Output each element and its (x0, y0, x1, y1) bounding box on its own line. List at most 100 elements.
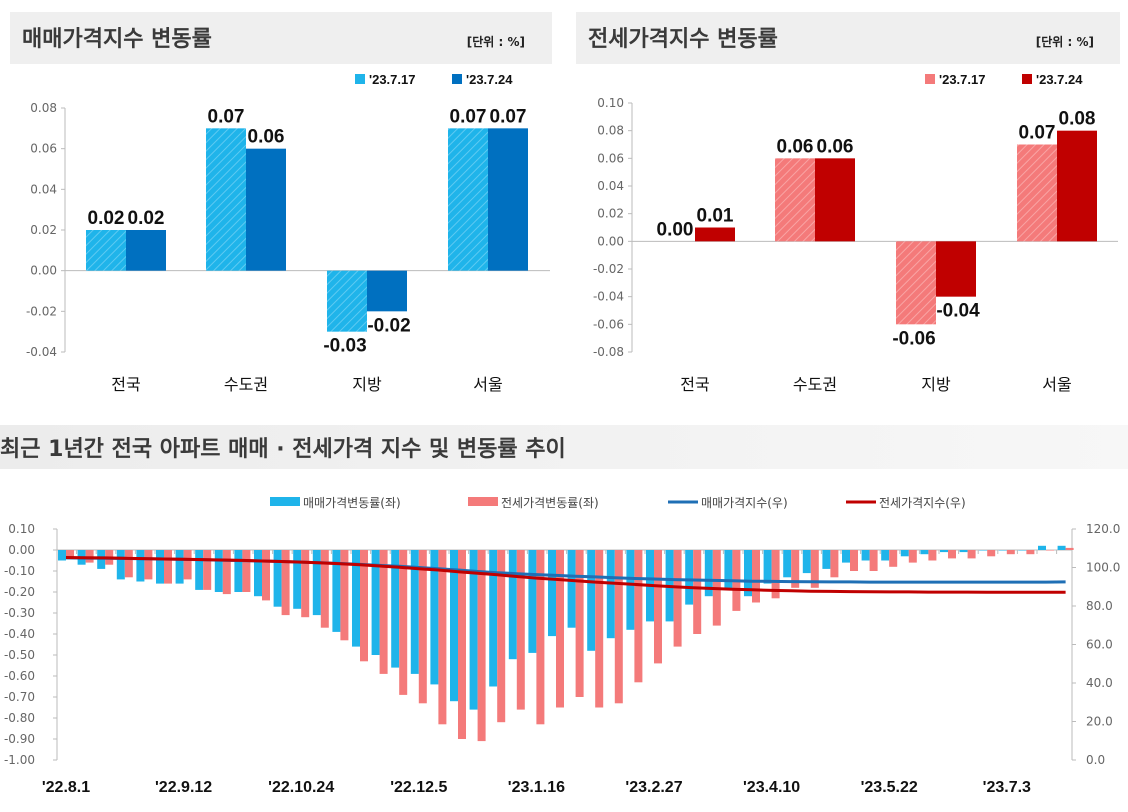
yearly-trend-chart: 최근 1년간 전국 아파트 매매 · 전세가격 지수 및 변동률 추이 0.10… (0, 425, 1128, 796)
bar (567, 550, 576, 628)
bar (320, 550, 329, 628)
bar (1038, 545, 1046, 550)
category-label: 서울 (1042, 375, 1071, 394)
bar (830, 550, 839, 578)
bar (281, 550, 290, 616)
sale-change-chart: 매매가격지수 변동률 [단위 : %] 0.08 0.06 0.04 0.02 0.00… (10, 12, 552, 394)
right-y-tick-label: 120.0 (1086, 522, 1120, 536)
bar (254, 550, 262, 597)
bar (516, 550, 525, 710)
bar (752, 550, 760, 603)
data-label: 0.02 (88, 208, 125, 229)
bar (810, 550, 819, 588)
bar (367, 270, 407, 312)
data-label: -0.02 (367, 315, 410, 336)
bar (695, 227, 735, 242)
y-tick-label: 0.10 (597, 96, 624, 110)
left-y-tick-label: -0.10 (4, 564, 35, 578)
bar (1057, 130, 1097, 242)
bar (869, 550, 878, 571)
bar (693, 550, 702, 634)
legend-label: '23.7.17 (369, 72, 415, 87)
y-tick-label: 0.08 (597, 124, 624, 138)
category-label: 전국 (680, 375, 709, 394)
bar (156, 550, 164, 584)
bar (203, 550, 212, 590)
bar (410, 550, 419, 674)
right-y-tick-label: 80.0 (1086, 599, 1113, 613)
bar (332, 550, 341, 632)
bar (379, 550, 388, 674)
category-label: 수도권 (224, 375, 268, 394)
plot-area: 0.100.080.060.040.020.00-0.02-0.04-0.06-… (593, 72, 1118, 394)
left-y-tick-label: -0.30 (4, 606, 35, 620)
data-label: 0.07 (450, 106, 487, 127)
bar (340, 550, 349, 641)
left-y-tick-label: -0.90 (4, 732, 35, 746)
bar (508, 550, 517, 660)
right-y-tick-label: 0.0 (1086, 753, 1105, 767)
bar (673, 550, 682, 647)
y-tick-label: 0.08 (30, 101, 57, 115)
bar (448, 128, 488, 271)
bar (312, 550, 321, 616)
bar (183, 550, 192, 580)
legend-label: 매매가격지수(우) (701, 496, 788, 510)
x-tick-label: '23.7.3 (983, 779, 1031, 796)
data-label: 0.01 (697, 206, 734, 227)
left-y-tick-label: -1.00 (4, 753, 35, 767)
chart-title: 매매가격지수 변동률 (22, 27, 212, 52)
bar (469, 550, 478, 710)
bar (327, 270, 367, 332)
legend-swatch (270, 497, 300, 506)
y-tick-label: 0.00 (30, 264, 57, 278)
jeonse-change-chart: 전세가격지수 변동률 [단위 : %] 0.10 0.08 0.06 0.04 0.02… (576, 12, 1120, 394)
bar (791, 550, 800, 588)
bar (126, 230, 166, 271)
data-label: 0.06 (248, 127, 285, 148)
bar (815, 158, 855, 242)
bar (614, 550, 623, 704)
left-y-tick-label: -0.70 (4, 690, 35, 704)
bar (458, 550, 466, 739)
y-tick-label: -0.06 (593, 317, 624, 331)
bar (889, 550, 898, 567)
left-y-tick-label: -0.40 (4, 627, 35, 641)
bar (928, 550, 937, 561)
bar (136, 550, 145, 582)
data-label: 0.07 (208, 106, 245, 127)
legend-swatch (925, 74, 935, 84)
y-tick-label: 0.04 (597, 179, 624, 193)
bar (1006, 550, 1015, 555)
plot-area: 0.08 0.06 0.04 0.02 0.00 -0.02 -0.04 '23.7.17 '2… (26, 72, 550, 394)
bar (959, 550, 968, 553)
bar (164, 550, 172, 584)
bar (548, 550, 556, 637)
bar (273, 550, 282, 607)
bar (763, 550, 772, 584)
bar (654, 550, 662, 664)
category-label: 전국 (111, 375, 140, 394)
bar (685, 550, 694, 605)
x-tick-label: '22.12.5 (390, 779, 447, 796)
legend-label: '23.7.24 (1036, 72, 1083, 87)
bar (626, 550, 635, 630)
bar (144, 550, 153, 580)
legend-swatch (452, 74, 462, 84)
bar (896, 241, 936, 325)
bar (58, 550, 66, 561)
chart-header (0, 425, 1128, 469)
bar (438, 550, 447, 725)
bar (418, 550, 427, 704)
bar (293, 550, 302, 609)
bar (842, 550, 850, 563)
category-label: 지방 (921, 375, 951, 394)
chart-title: 전세가격지수 변동률 (588, 27, 778, 52)
y-tick-label: 0.06 (597, 151, 624, 165)
right-y-tick-label: 60.0 (1086, 638, 1113, 652)
left-y-tick-label: -0.50 (4, 648, 35, 662)
x-tick-label: '22.10.24 (268, 779, 334, 796)
bar (936, 241, 976, 297)
y-tick-label: -0.04 (593, 290, 624, 304)
bar (850, 550, 858, 571)
